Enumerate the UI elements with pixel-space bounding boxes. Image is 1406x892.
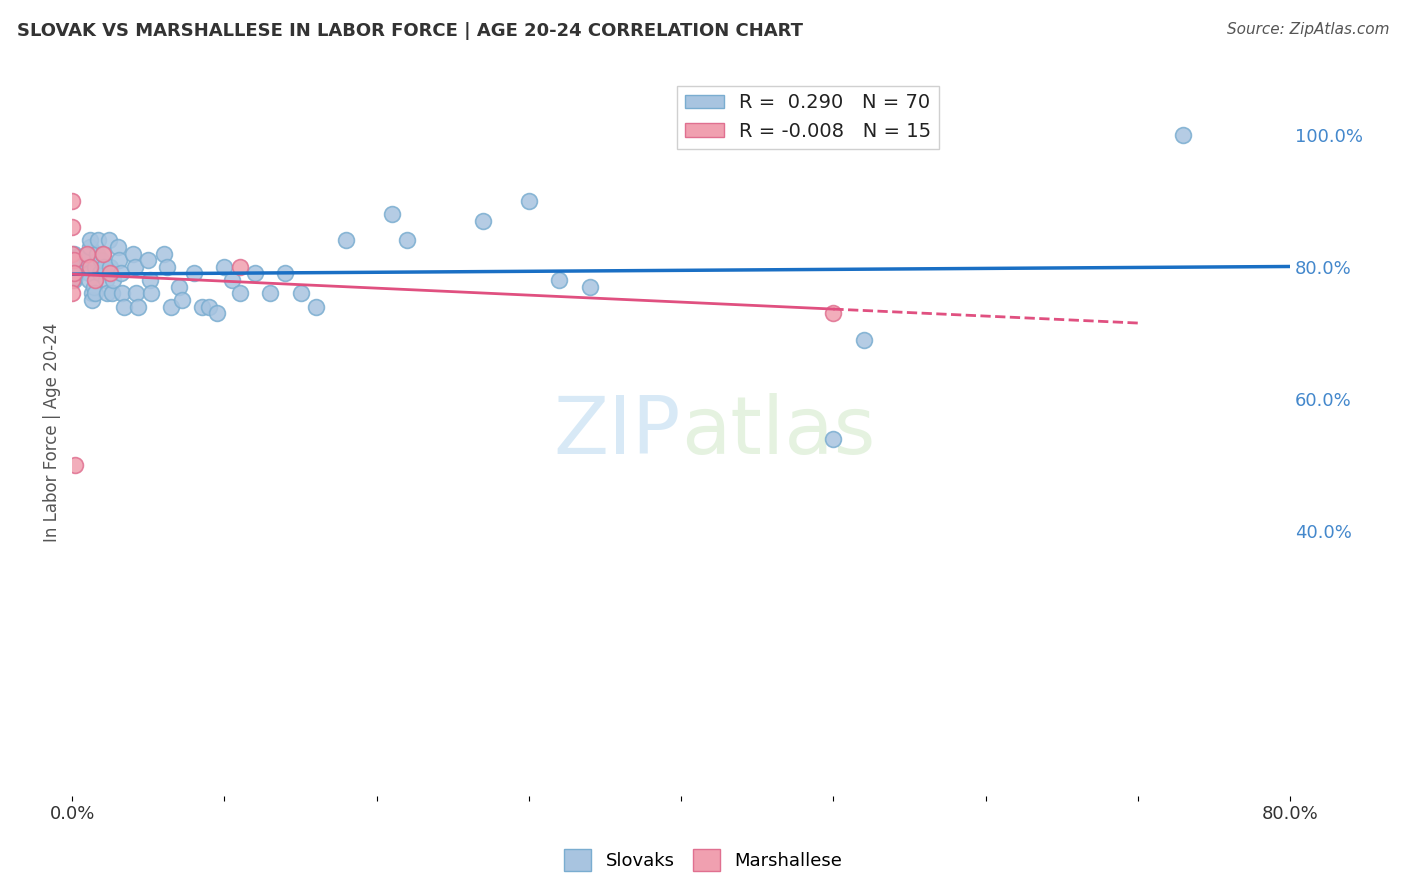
- Point: [517, 194, 540, 208]
- Point: [125, 286, 148, 301]
- Legend: R =  0.290   N = 70, R = -0.008   N = 15: R = 0.290 N = 70, R = -0.008 N = 15: [678, 86, 939, 149]
- Point: [101, 286, 124, 301]
- Point: [86, 246, 108, 260]
- Point: [1173, 128, 1195, 142]
- Point: [84, 286, 107, 301]
- Point: [160, 300, 183, 314]
- Point: [305, 300, 328, 314]
- Point: [98, 267, 121, 281]
- Point: [89, 267, 111, 281]
- Point: [62, 267, 84, 281]
- Text: ZIP: ZIP: [554, 393, 681, 471]
- Point: [259, 286, 281, 301]
- Point: [79, 260, 101, 274]
- Point: [65, 263, 87, 277]
- Point: [77, 273, 100, 287]
- Point: [198, 300, 221, 314]
- Point: [96, 286, 118, 301]
- Point: [112, 300, 135, 314]
- Point: [93, 260, 115, 274]
- Point: [183, 267, 205, 281]
- Point: [205, 306, 228, 320]
- Point: [60, 246, 83, 260]
- Point: [80, 286, 103, 301]
- Point: [62, 273, 84, 287]
- Point: [167, 279, 190, 293]
- Point: [578, 279, 600, 293]
- Point: [94, 273, 117, 287]
- Point: [76, 253, 98, 268]
- Point: [823, 306, 845, 320]
- Point: [124, 260, 146, 274]
- Point: [60, 286, 83, 301]
- Point: [243, 267, 266, 281]
- Point: [76, 246, 98, 260]
- Point: [548, 273, 571, 287]
- Point: [381, 207, 404, 221]
- Point: [472, 213, 495, 227]
- Point: [110, 267, 132, 281]
- Point: [66, 250, 89, 264]
- Point: [84, 273, 107, 287]
- Point: [98, 260, 121, 274]
- Point: [65, 269, 87, 284]
- Point: [823, 432, 845, 446]
- Point: [67, 260, 90, 274]
- Point: [152, 246, 174, 260]
- Point: [76, 260, 98, 274]
- Point: [221, 273, 243, 287]
- Point: [214, 260, 236, 274]
- Text: Source: ZipAtlas.com: Source: ZipAtlas.com: [1226, 22, 1389, 37]
- Point: [127, 300, 149, 314]
- Point: [62, 246, 84, 260]
- Point: [170, 293, 193, 307]
- Point: [228, 286, 250, 301]
- Point: [60, 220, 83, 235]
- Point: [60, 194, 83, 208]
- Point: [155, 260, 177, 274]
- Point: [66, 256, 89, 270]
- Point: [62, 253, 84, 268]
- Point: [80, 293, 103, 307]
- Point: [190, 300, 212, 314]
- Point: [65, 458, 87, 473]
- Text: SLOVAK VS MARSHALLESE IN LABOR FORCE | AGE 20-24 CORRELATION CHART: SLOVAK VS MARSHALLESE IN LABOR FORCE | A…: [17, 22, 803, 40]
- Point: [111, 286, 134, 301]
- Point: [290, 286, 312, 301]
- Legend: Slovaks, Marshallese: Slovaks, Marshallese: [557, 842, 849, 879]
- Point: [139, 273, 162, 287]
- Point: [87, 234, 110, 248]
- Point: [138, 253, 160, 268]
- Point: [228, 260, 250, 274]
- Point: [60, 273, 83, 287]
- Point: [852, 333, 875, 347]
- Y-axis label: In Labor Force | Age 20-24: In Labor Force | Age 20-24: [44, 323, 60, 541]
- Point: [335, 234, 357, 248]
- Point: [76, 246, 98, 260]
- Point: [79, 240, 101, 254]
- Point: [79, 234, 101, 248]
- Point: [77, 267, 100, 281]
- Point: [83, 279, 105, 293]
- Point: [60, 253, 83, 268]
- Point: [274, 267, 297, 281]
- Point: [60, 260, 83, 274]
- Point: [103, 273, 125, 287]
- Point: [141, 286, 163, 301]
- Point: [97, 234, 120, 248]
- Point: [107, 240, 129, 254]
- Point: [396, 234, 419, 248]
- Point: [108, 253, 131, 268]
- Point: [91, 246, 114, 260]
- Point: [91, 246, 114, 260]
- Point: [62, 267, 84, 281]
- Point: [122, 246, 145, 260]
- Point: [84, 260, 107, 274]
- Text: atlas: atlas: [681, 393, 876, 471]
- Point: [90, 253, 112, 268]
